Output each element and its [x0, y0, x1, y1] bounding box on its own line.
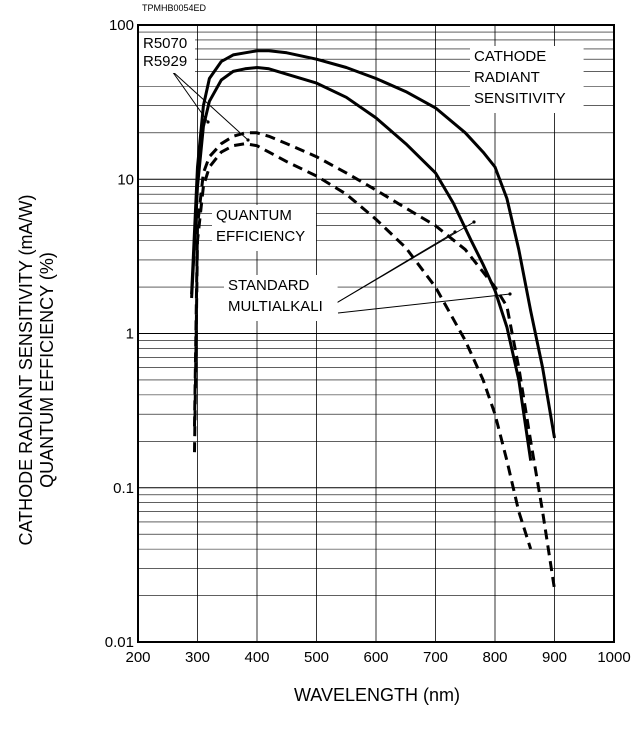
leader-arrow-tip — [453, 230, 457, 234]
model-label: R5070 — [143, 35, 187, 52]
x-tick-label: 500 — [304, 649, 329, 666]
leader-arrow-tip — [508, 292, 512, 296]
y-tick-label: 0.1 — [113, 480, 134, 497]
series-line-qe-r5070 — [193, 131, 556, 590]
y-tick-label: 100 — [109, 17, 134, 34]
x-tick-label: 800 — [482, 649, 507, 666]
x-tick-label: 400 — [244, 649, 269, 666]
x-tick-label: 200 — [125, 649, 150, 666]
annotation-leader — [171, 70, 249, 141]
x-tick-label: 900 — [542, 649, 567, 666]
cathode-radiant-sensitivity-label: SENSITIVITY — [474, 90, 566, 107]
annotation-leader — [337, 293, 511, 314]
chart-code: TPMHB0054ED — [142, 3, 207, 13]
standard-multialkali-label-bg — [224, 275, 338, 321]
y-tick-label: 10 — [117, 171, 134, 188]
y-axis-title-line-1: CATHODE RADIANT SENSITIVITY (mA/W) — [16, 194, 36, 545]
quantum-efficiency-label-bg — [212, 205, 316, 251]
x-tick-label: 600 — [363, 649, 388, 666]
x-axis-title: WAVELENGTH (nm) — [294, 685, 460, 705]
y-tick-label: 1 — [126, 326, 134, 343]
x-tick-label: 1000 — [597, 649, 630, 666]
series-line-crs-r5070 — [190, 49, 556, 439]
x-tick-label: 700 — [423, 649, 448, 666]
cathode-radiant-sensitivity-label-bg — [470, 46, 584, 113]
leader-arrow-tip — [206, 120, 210, 124]
tick-labels: 200 300 400 500 600 700 800 900 1000 0.01 0.1 1 10 10… — [105, 17, 631, 666]
quantum-efficiency-label: QUANTUM — [216, 207, 292, 224]
annotation-leaders — [171, 70, 512, 314]
leader-arrow-tip — [246, 138, 250, 142]
standard-multialkali-label: STANDARD — [228, 277, 310, 294]
model-label-bg — [139, 33, 195, 73]
cathode-radiant-sensitivity-label: CATHODE — [474, 48, 546, 65]
leader-arrow-tip — [472, 220, 476, 224]
series-line-qe-r5929 — [193, 142, 533, 550]
y-tick-label: 0.01 — [105, 634, 134, 651]
series-layer — [190, 49, 556, 590]
model-label: R5929 — [143, 53, 187, 70]
quantum-efficiency-label: EFFICIENCY — [216, 228, 305, 245]
x-tick-label: 300 — [185, 649, 210, 666]
series-line-crs-r5929 — [190, 66, 533, 461]
y-axis-title-line-2: QUANTUM EFFICIENCY (%) — [37, 252, 57, 488]
plot-frame — [137, 24, 615, 643]
annotation-leader — [332, 221, 475, 306]
annotation-leader — [171, 70, 209, 123]
cathode-radiant-sensitivity-label: RADIANT — [474, 69, 540, 86]
standard-multialkali-label: MULTIALKALI — [228, 298, 323, 315]
